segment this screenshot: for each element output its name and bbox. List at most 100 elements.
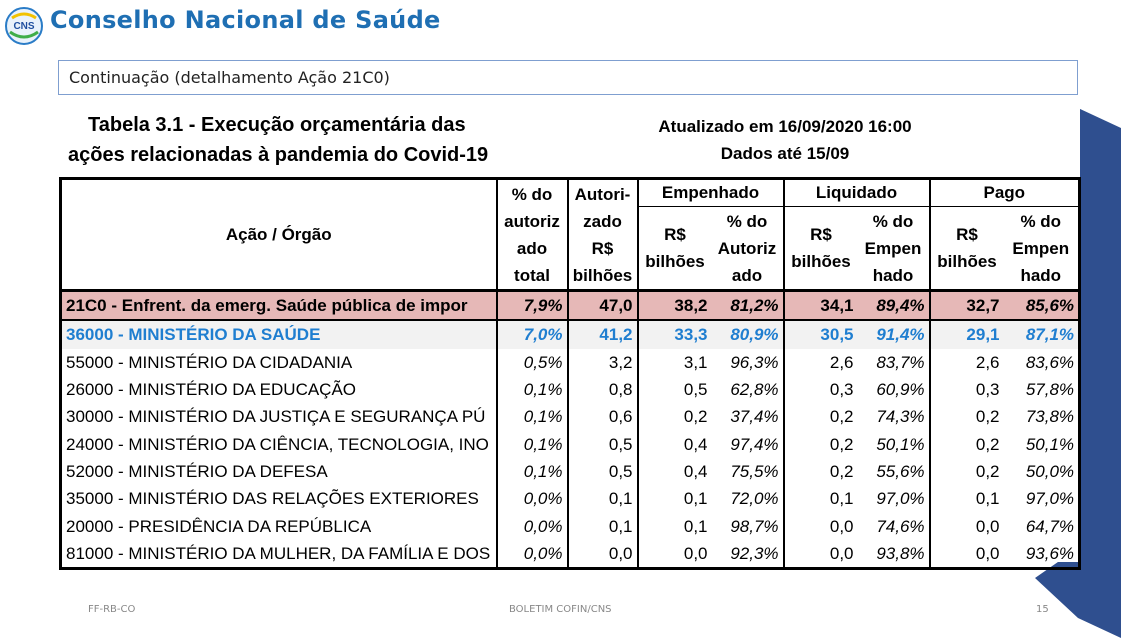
cell-empenhado-pct: 96,3% bbox=[730, 352, 779, 372]
cell-pago: 0,2 bbox=[928, 403, 1004, 431]
cell-pago-pct: 50,1% bbox=[1025, 434, 1075, 454]
cell-empenhado-pct: 92,3% bbox=[730, 543, 779, 563]
cell-pago: 0,0 bbox=[928, 512, 1004, 540]
cell-pct-autorizado: 0,1% bbox=[495, 430, 568, 458]
cell-pago: 0,2 bbox=[928, 430, 1004, 458]
cell-pct-autorizado: 0,1% bbox=[495, 403, 568, 431]
cell-pago-pct: 50,0% bbox=[1025, 461, 1075, 481]
table-row: 81000 - MINISTÉRIO DA MULHER, DA FAMÍLIA… bbox=[61, 539, 1080, 569]
cell-empenhado: 0,4 bbox=[636, 457, 712, 486]
cell-liquidado-pct: 50,1% bbox=[876, 434, 925, 454]
table-row: 55000 - MINISTÉRIO DA CIDADANIA 0,5% 3,2… bbox=[61, 348, 1080, 376]
cell-empenhado-pct: 97,4% bbox=[730, 434, 779, 454]
cell-liquidado-pct: 55,6% bbox=[876, 461, 925, 481]
footer-left: FF-RB-CO bbox=[88, 604, 136, 615]
cell-empenhado-pct: 75,5% bbox=[730, 461, 779, 481]
col-group-pago: Pago bbox=[928, 178, 1080, 207]
cell-liquidado-pct: 83,7% bbox=[876, 352, 925, 372]
cell-empenhado: 0,2 bbox=[636, 403, 712, 431]
updated-at: Atualizado em 16/09/2020 16:00 bbox=[658, 117, 912, 136]
cell-empenhado: 0,1 bbox=[636, 485, 712, 513]
cell-empenhado-pct: 62,8% bbox=[730, 380, 779, 400]
cell-pago: 0,1 bbox=[928, 485, 1004, 513]
cell-pago-pct: 87,1% bbox=[1003, 320, 1080, 349]
cell-liquidado: 30,5 bbox=[782, 320, 858, 349]
continuation-box: Continuação (detalhamento Ação 21C0) bbox=[58, 60, 1078, 95]
cell-autorizado: 0,1 bbox=[566, 485, 638, 513]
cell-org: 26000 - MINISTÉRIO DA EDUCAÇÃO bbox=[66, 380, 357, 400]
cell-org: 55000 - MINISTÉRIO DA CIDADANIA bbox=[66, 352, 353, 372]
cell-empenhado: 3,1 bbox=[636, 348, 712, 376]
cell-org: 81000 - MINISTÉRIO DA MULHER, DA FAMÍLIA… bbox=[66, 543, 491, 563]
cell-pago-pct: 73,8% bbox=[1025, 407, 1075, 427]
col-group-liquidado: Liquidado bbox=[782, 178, 930, 207]
cell-pct-autorizado: 0,0% bbox=[495, 512, 568, 540]
cell-autorizado: 0,1 bbox=[566, 512, 638, 540]
cell-liquidado: 0,1 bbox=[782, 485, 858, 513]
cell-pago: 0,3 bbox=[928, 375, 1004, 404]
col-header-org: Ação / Órgão bbox=[60, 178, 497, 292]
cell-pct-autorizado: 7,0% bbox=[495, 320, 568, 349]
footer-center: BOLETIM COFIN/CNS bbox=[509, 604, 612, 615]
cell-autorizado: 0,5 bbox=[566, 457, 638, 486]
cell-liquidado-pct: 97,0% bbox=[876, 489, 925, 509]
cell-org: 20000 - PRESIDÊNCIA DA REPÚBLICA bbox=[66, 516, 372, 536]
cell-liquidado-pct: 74,3% bbox=[876, 407, 925, 427]
cell-org: 52000 - MINISTÉRIO DA DEFESA bbox=[66, 461, 328, 481]
cell-org: 21C0 - Enfrent. da emerg. Saúde pública … bbox=[60, 290, 497, 322]
data-until: Dados até 15/09 bbox=[720, 144, 850, 163]
cell-pago-pct: 64,7% bbox=[1025, 516, 1075, 536]
cell-empenhado: 0,0 bbox=[636, 539, 712, 569]
table-row: 52000 - MINISTÉRIO DA DEFESA 0,1% 0,5 0,… bbox=[61, 457, 1080, 486]
cell-liquidado: 0,2 bbox=[782, 430, 858, 458]
cell-empenhado: 0,5 bbox=[636, 375, 712, 404]
table-title-line2: ações relacionadas à pandemia do Covid-1… bbox=[68, 144, 489, 166]
cell-pct-autorizado: 7,9% bbox=[495, 290, 568, 322]
cell-autorizado: 0,6 bbox=[566, 403, 638, 431]
continuation-label: Continuação (detalhamento Ação 21C0) bbox=[69, 68, 390, 87]
cell-empenhado: 0,4 bbox=[636, 430, 712, 458]
col-header-emp-rs: R$ bilhões bbox=[636, 206, 712, 292]
col-header-liq-pct: % do Empen hado bbox=[857, 206, 930, 292]
cell-empenhado-pct: 80,9% bbox=[711, 320, 784, 349]
cell-pago: 0,2 bbox=[928, 457, 1004, 486]
cell-empenhado-pct: 81,2% bbox=[711, 290, 784, 322]
cell-empenhado-pct: 72,0% bbox=[730, 489, 779, 509]
cell-pago-pct: 93,6% bbox=[1025, 543, 1075, 563]
cell-liquidado: 34,1 bbox=[782, 290, 858, 322]
logo-text: CNS bbox=[13, 21, 34, 32]
col-header-liq-rs: R$ bilhões bbox=[782, 206, 858, 292]
cell-pago-pct: 57,8% bbox=[1025, 380, 1075, 400]
col-group-empenhado: Empenhado bbox=[636, 178, 784, 207]
cell-pago: 2,6 bbox=[928, 348, 1004, 376]
cell-liquidado: 0,2 bbox=[782, 457, 858, 486]
table-row: 26000 - MINISTÉRIO DA EDUCAÇÃO 0,1% 0,8 … bbox=[61, 375, 1080, 404]
page-number: 15 bbox=[1036, 604, 1049, 615]
cell-liquidado-pct: 60,9% bbox=[876, 380, 925, 400]
cell-empenhado: 38,2 bbox=[636, 290, 712, 322]
cell-pago-pct: 97,0% bbox=[1025, 489, 1075, 509]
cell-pago: 32,7 bbox=[928, 290, 1004, 322]
table-row: 30000 - MINISTÉRIO DA JUSTIÇA E SEGURANÇ… bbox=[61, 403, 1080, 431]
cns-logo-icon: CNS bbox=[5, 7, 43, 45]
cell-empenhado: 0,1 bbox=[636, 512, 712, 540]
cell-pct-autorizado: 0,0% bbox=[495, 539, 568, 569]
budget-table: Ação / Órgão % do autoriz ado total Autori-… bbox=[59, 177, 1082, 570]
page-title: Conselho Nacional de Saúde bbox=[50, 6, 441, 34]
cell-org: 30000 - MINISTÉRIO DA JUSTIÇA E SEGURANÇ… bbox=[66, 407, 486, 427]
table-title: Tabela 3.1 - Execução orçamentária das a… bbox=[60, 110, 500, 170]
cell-liquidado: 2,6 bbox=[782, 348, 858, 376]
cell-autorizado: 47,0 bbox=[566, 290, 638, 322]
cell-autorizado: 3,2 bbox=[566, 348, 638, 376]
cell-autorizado: 0,0 bbox=[566, 539, 638, 569]
cell-liquidado-pct: 93,8% bbox=[876, 543, 925, 563]
cell-liquidado: 0,2 bbox=[782, 403, 858, 431]
cell-liquidado-pct: 91,4% bbox=[857, 320, 930, 349]
cell-pago: 29,1 bbox=[928, 320, 1004, 349]
cell-liquidado: 0,0 bbox=[782, 539, 858, 569]
cell-pct-autorizado: 0,0% bbox=[495, 485, 568, 513]
cell-autorizado: 0,5 bbox=[566, 430, 638, 458]
col-header-autorizado: Autori-zado R$ bilhões bbox=[566, 178, 638, 292]
table-row: 20000 - PRESIDÊNCIA DA REPÚBLICA 0,0% 0,… bbox=[61, 512, 1080, 540]
cell-pago: 0,0 bbox=[928, 539, 1004, 569]
